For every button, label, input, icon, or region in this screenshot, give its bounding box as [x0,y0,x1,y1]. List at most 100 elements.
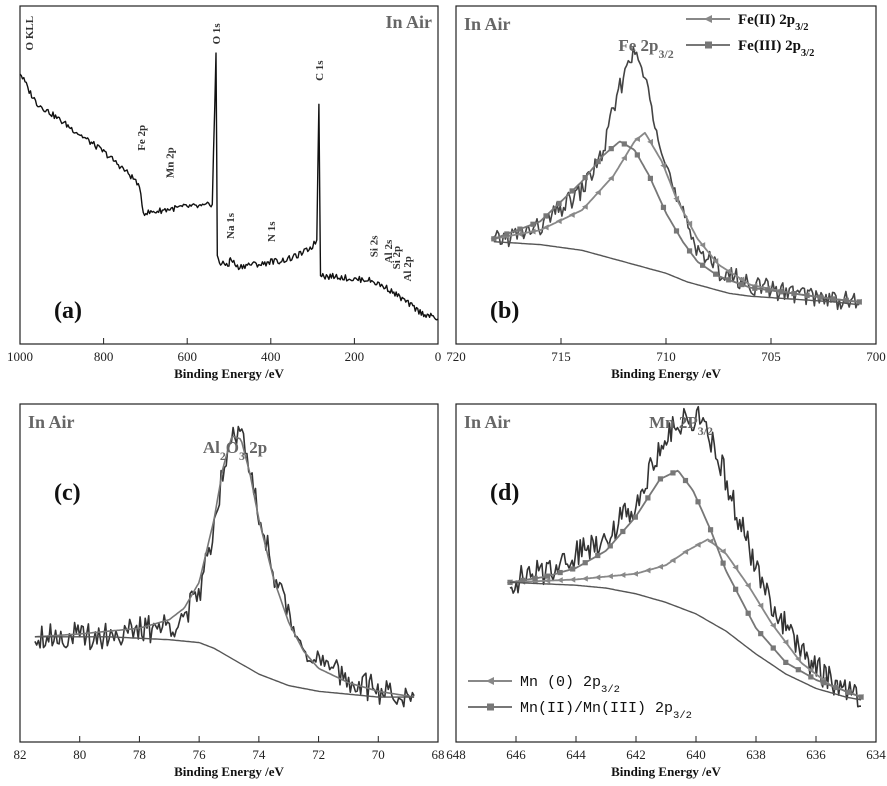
x-tick-label: 70 [372,747,385,762]
series-marker [807,667,814,674]
series-marker [758,631,764,637]
peak-label: C 1s [314,60,326,81]
legend-label: Mn (0) 2p3/2 [520,674,620,696]
series-marker [644,567,651,574]
series-marker [621,155,627,162]
label-part: Fe 2p [618,36,658,55]
panel-d: 648 646 644 642 640 638 636 634 Binding Energy /… [446,403,886,779]
legend-label: Mn(II)/Mn(III) 2p3/2 [520,700,692,722]
x-tick-label: 76 [193,747,207,762]
x-tick-label: 642 [626,747,646,762]
x-tick-label: 0 [435,349,442,364]
series-line [34,425,415,708]
x-tick-label: 646 [506,747,526,762]
series-marker [569,188,575,194]
series-line [493,241,860,306]
series-marker [694,541,701,548]
series-line [34,435,415,698]
series-marker [738,276,745,283]
series-marker [570,566,576,572]
series-marker [660,204,667,210]
peak-label: O 1s [211,23,223,45]
x-tick-label: 82 [14,747,27,762]
series-marker [516,230,523,237]
series-marker [632,514,638,520]
series-marker [620,528,626,535]
series-marker [634,152,640,158]
panel-a: 1000 800 600 400 200 0 Binding Energy /eV In Ai… [7,5,442,381]
series-marker [582,575,588,582]
panel-label: (d) [490,480,519,506]
x-tick-label: 400 [261,349,281,364]
series-marker [833,684,839,691]
series-marker [657,476,664,482]
series-marker [765,287,771,293]
series-marker [530,221,536,227]
series-marker [645,495,651,501]
peak-label: Al 2s [383,239,395,263]
series-marker [517,226,523,232]
series-marker [608,146,614,152]
series-marker [657,563,664,570]
series-marker [556,577,563,584]
series-marker [529,228,536,235]
series-marker [595,189,601,196]
series-marker [542,224,549,231]
series-marker [830,296,836,302]
plot-frame [19,403,439,743]
series-line [509,405,861,708]
x-tick-label: 200 [345,349,365,364]
series-marker [707,538,714,545]
panel-b: 720 715 710 705 700 Binding Energy /eV In Air (… [446,5,886,381]
series-marker [699,242,706,249]
label-part: Mn(II)/Mn(III) 2p [520,700,673,717]
legend-swatch-marker [704,15,712,23]
peak-label: Si 2p [391,246,403,270]
x-axis-label: Binding Energy /eV [611,764,721,779]
series-marker [757,602,764,609]
series-marker [594,574,601,581]
series-marker [621,141,627,147]
peak-region-label: Mn 2P3/2 [649,413,713,438]
x-tick-label: 700 [866,349,886,364]
series-marker [545,573,551,579]
label-part: 2 [220,449,226,463]
label-part: O [226,438,239,457]
label-part: Fe(III) 2p [738,38,801,54]
legend: Mn (0) 2p3/2 Mn(II)/Mn(III) 2p3/2 [468,674,692,722]
series-marker [647,138,653,145]
series-marker [569,576,576,583]
series-marker [817,294,823,300]
series-marker [660,162,667,169]
series-marker [556,200,562,207]
peak-label: O KLL [24,16,36,51]
series-marker [686,220,693,227]
label-part: Al [203,438,220,457]
series-marker [491,236,497,242]
panel-title: In Air [385,12,432,32]
series-marker [557,569,563,576]
peak-label: N 1s [266,221,278,242]
series-marker [632,570,638,577]
series-marker [647,175,653,181]
peak-region-label: Al2O3 2p [203,438,267,463]
series-line [34,636,415,698]
x-tick-label: 1000 [7,349,33,364]
series-marker [744,582,751,589]
series-marker [712,258,719,265]
series-marker [720,560,726,566]
panel-title: In Air [28,412,75,432]
series-marker [770,622,776,629]
series-marker [608,175,614,182]
label-part: 3/2 [658,47,673,61]
label-part: Fe(II) 2p [738,12,795,28]
x-tick-label: 648 [446,747,466,762]
x-tick-label: 636 [806,747,826,762]
x-tick-label: 80 [73,747,86,762]
legend-label: Fe(II) 2p3/2 [738,12,809,33]
panel-title: In Air [464,14,511,34]
x-tick-label: 710 [656,349,676,364]
x-tick-label: 644 [566,747,586,762]
series-marker [634,135,640,142]
series-marker [858,694,864,700]
